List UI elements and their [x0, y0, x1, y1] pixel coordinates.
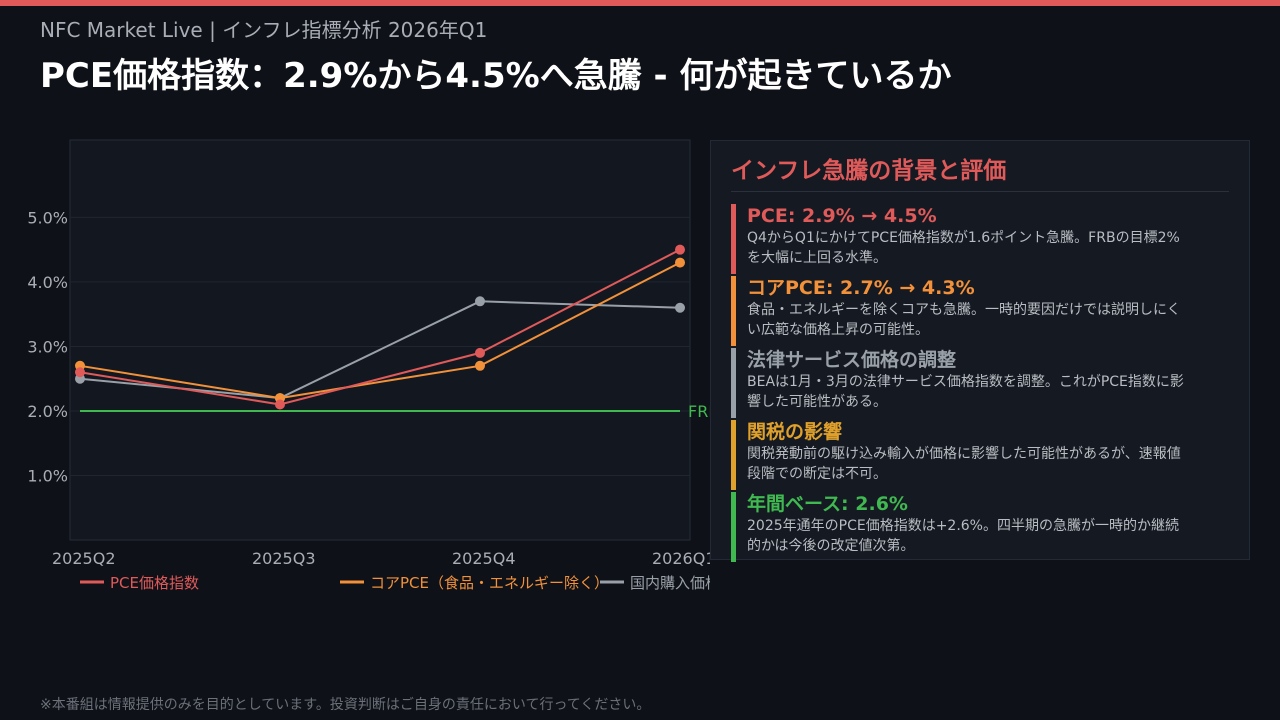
data-point [475, 360, 485, 371]
panel-item: 法律サービス価格の調整 BEAは1月・3月の法律サービス価格指数を調整。これがPC… [731, 348, 1229, 418]
disclaimer: ※本番組は情報提供のみを目的としています。投資判断はご自身の責任において行ってく… [40, 697, 651, 713]
y-tick-label: 2.0% [27, 402, 68, 421]
panel-title: インフレ急騰の背景と評価 [731, 151, 1229, 192]
pce-line-chart: 1.0% 2.0% 3.0% 4.0% 5.0% 2025Q2 2025Q3 2025Q4 20… [27, 139, 710, 592]
page-subtitle: NFC Market Live | インフレ指標分析 2026年Q1 [40, 18, 488, 42]
panel-item-heading: 年間ベース: 2.6% [747, 493, 908, 515]
panel-item-accent-bar [731, 420, 736, 490]
panel-item-text: 関税発動前の駆け込み輸入が価格に影響した可能性があるが、速報値段階での断定は不可… [747, 446, 1181, 482]
data-point [675, 302, 685, 313]
panel-item-heading: コアPCE: 2.7% → 4.3% [747, 277, 975, 299]
page-title: PCE価格指数：2.9%から4.5%へ急騰 - 何が起きているか [40, 56, 952, 96]
y-tick-label: 4.0% [27, 273, 68, 292]
y-tick-label: 1.0% [27, 466, 68, 485]
data-point [475, 296, 485, 307]
x-tick-label: 2025Q2 [52, 549, 116, 568]
data-point [475, 347, 485, 358]
data-point [675, 244, 685, 255]
legend-label: PCE価格指数 [110, 574, 199, 592]
legend-label: 国内購入価格指数 [630, 574, 710, 592]
panel-item-accent-bar [731, 348, 736, 418]
panel-item-text: Q4からQ1にかけてPCE価格指数が1.6ポイント急騰。FRBの目標2%を大幅に… [747, 230, 1180, 266]
panel-item-accent-bar [731, 492, 736, 562]
panel-item-accent-bar [731, 204, 736, 274]
panel-item-heading: PCE: 2.9% → 4.5% [747, 205, 937, 227]
panel-item: コアPCE: 2.7% → 4.3% 食品・エネルギーを除くコアも急騰。一時的要因… [731, 276, 1229, 346]
data-point [75, 367, 85, 378]
panel-item: 年間ベース: 2.6% 2025年通年のPCE価格指数は+2.6%。四半期の急騰が… [731, 492, 1229, 562]
series-line [79, 248, 681, 406]
plot-area [69, 139, 691, 541]
panel-item-text: BEAは1月・3月の法律サービス価格指数を調整。これがPCE指数に影響した可能性… [747, 374, 1184, 410]
panel-item-heading: 関税の影響 [747, 421, 843, 443]
x-tick-label: 2026Q1 [652, 549, 710, 568]
top-accent-bar [0, 0, 1280, 6]
frb-target-label: FRB目標2% [688, 402, 710, 421]
data-point [675, 257, 685, 268]
panel-item-heading: 法律サービス価格の調整 [747, 349, 957, 371]
panel-item-list: PCE: 2.9% → 4.5% Q4からQ1にかけてPCE価格指数が1.6ポイン… [731, 204, 1229, 562]
y-tick-label: 3.0% [27, 337, 68, 356]
data-point [275, 399, 285, 410]
x-tick-label: 2025Q3 [252, 549, 316, 568]
analysis-panel: インフレ急騰の背景と評価 PCE: 2.9% → 4.5% Q4からQ1にかけてP… [710, 140, 1250, 562]
panel-item-text: 2025年通年のPCE価格指数は+2.6%。四半期の急騰が一時的か継続的かは今後… [747, 518, 1179, 554]
x-tick-label: 2025Q4 [452, 549, 516, 568]
panel-item-accent-bar [731, 276, 736, 346]
legend-label: コアPCE（食品・エネルギー除く） [370, 574, 609, 592]
panel-item: PCE: 2.9% → 4.5% Q4からQ1にかけてPCE価格指数が1.6ポイン… [731, 204, 1229, 274]
y-tick-label: 5.0% [27, 208, 68, 227]
panel-item: 関税の影響関税発動前の駆け込み輸入が価格に影響した可能性があるが、速報値段階での… [731, 420, 1229, 490]
series-line [79, 261, 681, 400]
panel-item-text: 食品・エネルギーを除くコアも急騰。一時的要因だけでは説明しにくい広範な価格上昇の… [747, 302, 1181, 338]
